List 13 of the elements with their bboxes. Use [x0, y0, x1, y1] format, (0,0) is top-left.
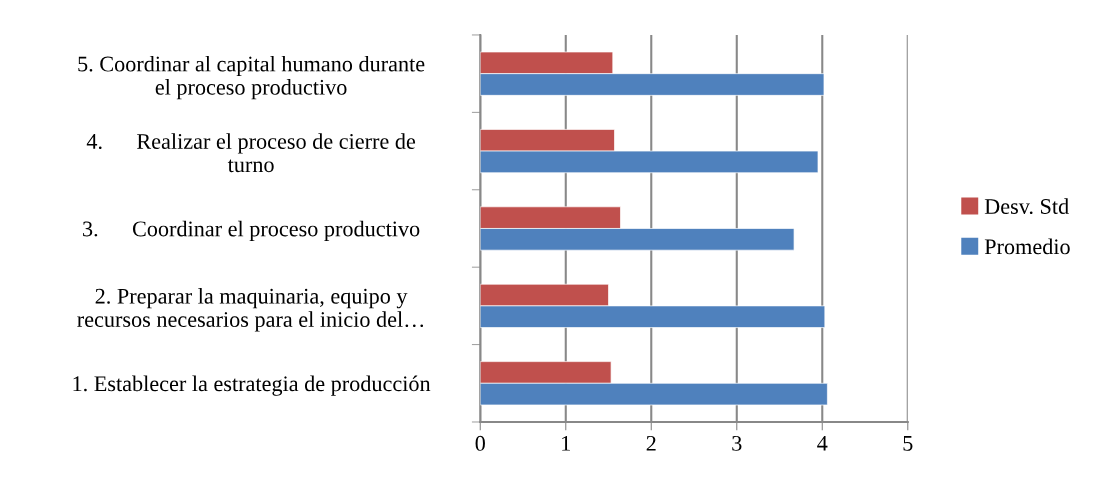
x-tick-label: 1	[562, 435, 570, 451]
x-tick-label: 3	[732, 435, 742, 451]
y-tick-label: 5. Coordinar al capital humano durante el proceso productivo	[78, 55, 425, 100]
x-tick-label: 0	[475, 435, 485, 451]
legend-label: Desv. Std	[984, 198, 1069, 215]
y-tick-label: 2. Preparar la maquinaria, equipo y recursos necesarios para el inicio del…	[77, 288, 424, 332]
y-tick-label: 3. Coordinar el proceso productivo	[83, 220, 420, 241]
y-tick-label: 1. Establecer la estrategia de producción	[73, 375, 431, 396]
x-tick-label: 5	[903, 436, 913, 451]
x-tick-label: 4	[817, 435, 828, 451]
legend-label: Promedio	[984, 238, 1070, 255]
x-tick-label: 2	[646, 435, 656, 451]
y-tick-label: 4. Realizar el proceso de cierre de turno	[86, 133, 416, 173]
